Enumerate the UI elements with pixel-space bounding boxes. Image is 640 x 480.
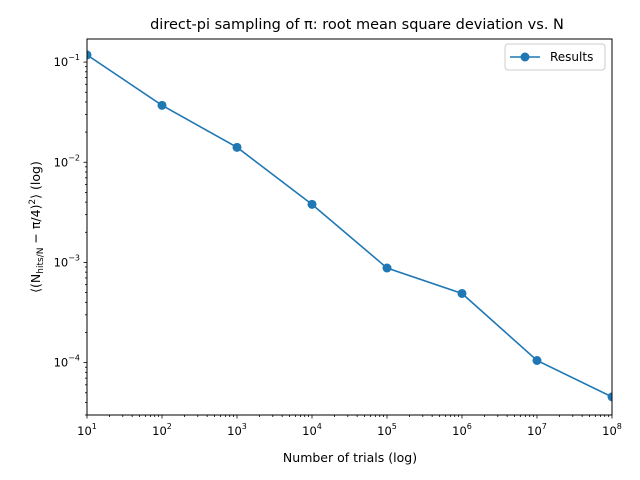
y-tick-label-base: 10 [54, 356, 69, 370]
data-point [607, 392, 612, 402]
y-axis-label-open: ⟨(N [28, 274, 43, 293]
series-layer [87, 50, 612, 402]
y-tick-label-base: 10 [54, 155, 69, 169]
x-tick-label-exp: 6 [467, 422, 472, 431]
x-axis-ticks: 101 102 103 104 105 106 107 108 [77, 415, 622, 438]
x-tick-label-base: 10 [452, 424, 467, 438]
x-tick-label: 107 [527, 422, 547, 438]
x-tick-label-exp: 7 [542, 422, 547, 431]
x-tick-label-base: 10 [377, 424, 392, 438]
series-line-results [87, 54, 612, 398]
legend-marker [520, 52, 530, 62]
y-tick-label: 10−1 [54, 53, 80, 69]
x-tick-label: 103 [227, 422, 247, 438]
x-tick-label-exp: 2 [167, 422, 172, 431]
legend-label: Results [550, 50, 593, 64]
x-tick-label-exp: 3 [242, 422, 247, 431]
x-tick-label: 102 [152, 422, 172, 438]
data-point [87, 50, 92, 60]
data-point [232, 142, 242, 152]
x-tick-label-exp: 5 [392, 422, 397, 431]
x-tick-label-exp: 1 [92, 422, 97, 431]
x-tick-label: 104 [302, 422, 322, 438]
chart-title: direct-pi sampling of π: root mean squar… [150, 17, 564, 33]
y-axis-label: ⟨(Nhits/N − π/4)2⟩ (log) [28, 161, 46, 293]
x-tick-label-base: 10 [77, 424, 92, 438]
x-tick-label-base: 10 [152, 424, 167, 438]
x-tick-label-base: 10 [227, 424, 242, 438]
y-axis-label-close: ⟩ (log) [28, 161, 43, 199]
y-tick-label: 10−2 [54, 153, 80, 169]
y-tick-label: 10−4 [54, 354, 80, 370]
legend: Results [504, 43, 606, 71]
x-tick-label-base: 10 [527, 424, 542, 438]
x-tick-label: 108 [602, 422, 622, 438]
data-point [382, 263, 392, 273]
x-tick-label-exp: 8 [617, 422, 622, 431]
y-tick-label-base: 10 [54, 255, 69, 269]
x-tick-label-exp: 4 [317, 422, 322, 431]
y-axis-label-sup: 2 [28, 199, 38, 205]
y-axis-label-rest: − π/4) [28, 205, 43, 248]
y-tick-label-exp: −1 [68, 53, 80, 62]
x-tick-label: 106 [452, 422, 472, 438]
y-tick-label-exp: −4 [68, 354, 80, 363]
y-tick-label: 10−3 [54, 253, 80, 269]
axes-frame [86, 38, 613, 416]
y-tick-label-base: 10 [54, 55, 69, 69]
data-point [307, 199, 317, 209]
data-point [457, 288, 467, 298]
x-tick-label-base: 10 [602, 424, 617, 438]
y-tick-label-exp: −2 [68, 153, 80, 162]
x-tick-label-base: 10 [302, 424, 317, 438]
x-axis-label: Number of trials (log) [283, 450, 417, 465]
y-axis-ticks: 10−410−310−210−1 [54, 53, 87, 370]
x-tick-label: 101 [77, 422, 97, 438]
x-tick-label: 105 [377, 422, 397, 438]
y-tick-label-exp: −3 [68, 253, 80, 262]
legend-box [504, 43, 606, 71]
data-point [532, 355, 542, 365]
data-point [157, 100, 167, 110]
y-axis-label-sub: hits/N [36, 248, 46, 274]
